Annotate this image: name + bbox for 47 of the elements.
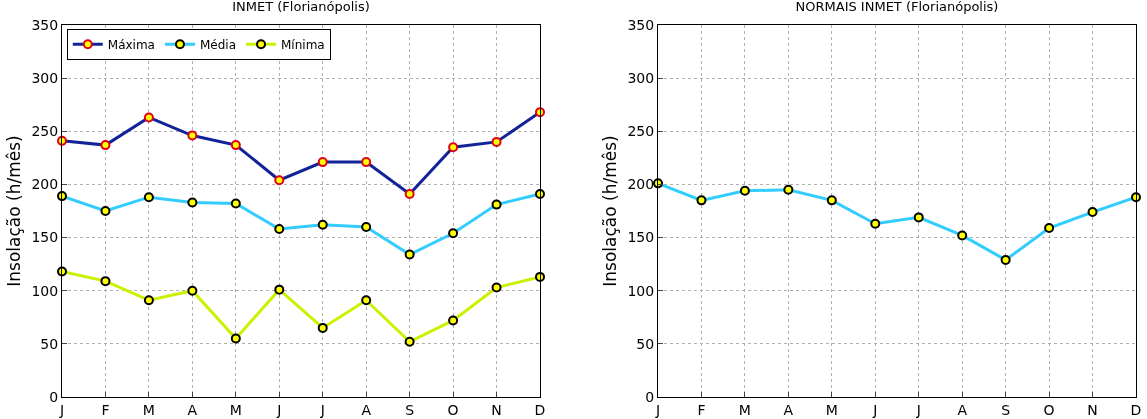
legend-label: Máxima [107, 37, 155, 52]
y-tick-label: 350 [31, 16, 59, 33]
x-tick-label: M [738, 401, 751, 418]
y-tick-label: 150 [627, 229, 655, 246]
chart-title: NORMAIS INMET (Florianópolis) [795, 0, 999, 15]
x-tick-label: S [405, 401, 415, 418]
x-tick-label: A [361, 401, 372, 418]
y-axis-title: Insolação (h/mês) [4, 135, 25, 287]
x-tick-label: J [872, 401, 878, 418]
x-tick-label: J [276, 401, 282, 418]
y-tick-label: 350 [627, 16, 655, 33]
x-tick-label: A [187, 401, 198, 418]
y-tick-label: 250 [627, 123, 655, 140]
x-tick-label: F [101, 401, 110, 418]
y-tick-label: 150 [31, 229, 59, 246]
x-tick-label: J [915, 401, 921, 418]
legend-label: Média [199, 37, 237, 52]
y-tick-label: 0 [645, 388, 655, 405]
chart-title: INMET (Florianópolis) [232, 0, 370, 15]
x-tick-label: F [697, 401, 706, 418]
y-tick-label: 300 [31, 70, 59, 87]
y-tick-label: 50 [636, 335, 655, 352]
y-tick-label: 0 [49, 388, 59, 405]
y-axis-title: Insolação (h/mês) [600, 135, 621, 287]
x-tick-label: J [654, 401, 661, 418]
x-tick-label: A [783, 401, 794, 418]
x-tick-label: D [1130, 401, 1142, 418]
x-tick-label: M [142, 401, 155, 418]
x-tick-label: O [1043, 401, 1055, 418]
x-tick-label: J [319, 401, 325, 418]
x-tick-label: O [447, 401, 459, 418]
y-tick-label: 100 [31, 282, 59, 299]
x-tick-label: M [825, 401, 838, 418]
legend-label: Mínima [281, 37, 325, 52]
x-tick-label: M [229, 401, 242, 418]
x-tick-label: A [957, 401, 968, 418]
x-tick-label: S [1001, 401, 1011, 418]
y-tick-label: 200 [31, 176, 59, 193]
y-tick-label: 100 [627, 282, 655, 299]
x-tick-label: J [58, 401, 65, 418]
y-tick-label: 300 [627, 70, 655, 87]
x-tick-label: N [1087, 401, 1098, 418]
y-tick-label: 200 [627, 176, 655, 193]
x-tick-label: N [491, 401, 502, 418]
x-tick-label: D [534, 401, 546, 418]
y-tick-label: 50 [40, 335, 59, 352]
y-tick-label: 250 [31, 123, 59, 140]
